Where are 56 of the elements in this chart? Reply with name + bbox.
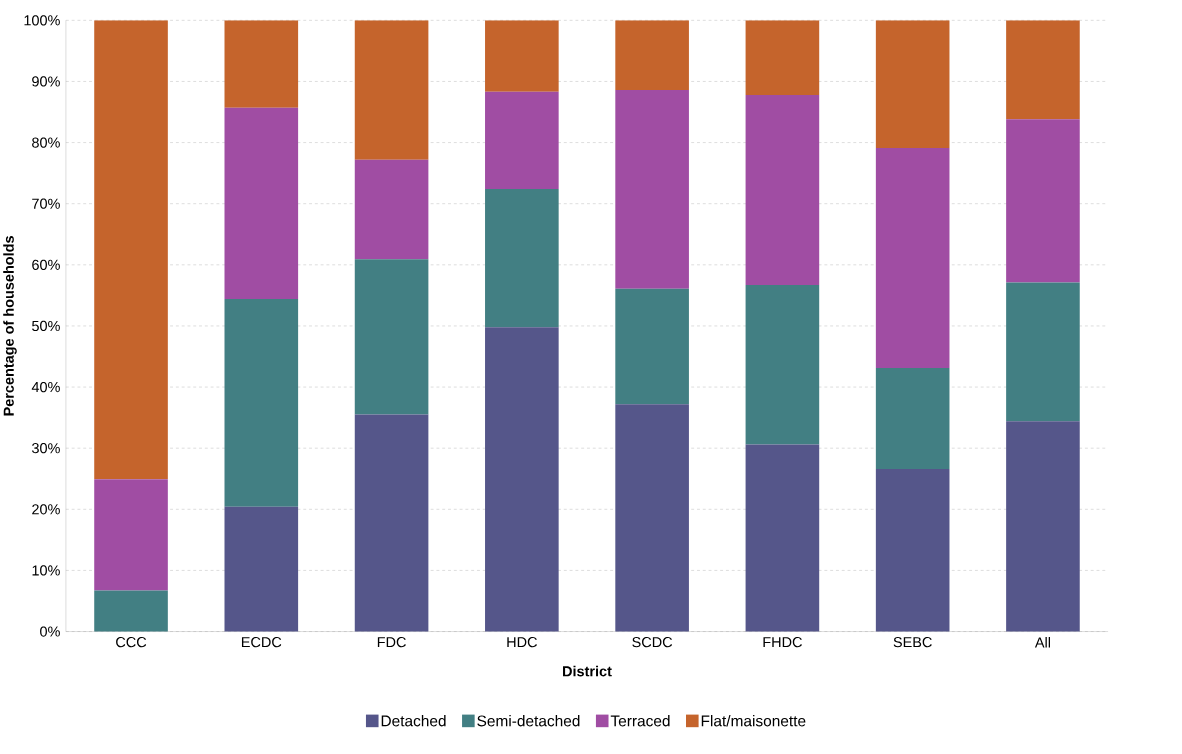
bar: [94, 479, 168, 591]
bar: [485, 189, 559, 328]
y-tick-label: 20%: [32, 504, 60, 515]
bar: [485, 327, 559, 632]
bar: [745, 285, 820, 445]
bar: [875, 368, 950, 470]
y-tick-label: 80%: [32, 137, 60, 148]
bar: [615, 288, 689, 405]
bar: [615, 20, 689, 91]
x-tick-label: All: [1034, 637, 1051, 648]
bar: [224, 507, 299, 632]
y-tick-label: 0%: [40, 626, 60, 637]
legend-label: Flat/maisonette: [701, 715, 806, 727]
bar: [745, 20, 820, 96]
legend-label: Terraced: [610, 715, 670, 727]
bar: [224, 107, 299, 300]
bar: [875, 20, 950, 149]
bar: [354, 159, 429, 260]
bar: [94, 590, 168, 632]
x-tick-label: ECDC: [241, 637, 282, 648]
legend-label: Semi-detached: [477, 715, 580, 727]
y-tick-label: 90%: [32, 76, 60, 87]
bar: [1006, 421, 1080, 632]
bar: [224, 20, 299, 108]
y-tick-label: 40%: [31, 382, 60, 393]
bar: [1006, 20, 1080, 120]
x-axis-title: District: [563, 665, 612, 677]
bar: [615, 404, 689, 632]
x-tick-label: HDC: [507, 637, 537, 648]
x-tick-label: FHDC: [763, 637, 802, 648]
y-tick-label: 60%: [32, 259, 60, 271]
bar: [875, 469, 950, 632]
bar: [354, 414, 429, 632]
x-tick-label: SEBC: [893, 637, 932, 648]
y-tick-label: 30%: [32, 443, 60, 454]
bar: [615, 90, 689, 289]
y-tick-label: 100%: [24, 15, 60, 26]
x-tick-label: CCC: [116, 637, 147, 648]
bar: [745, 444, 820, 632]
legend-label: Detached: [381, 715, 446, 727]
bar: [94, 20, 168, 480]
bar: [354, 259, 429, 415]
bar: [354, 20, 429, 160]
y-tick-label: 70%: [32, 198, 60, 210]
bar: [485, 92, 559, 190]
bar: [485, 20, 559, 93]
x-tick-label: FDC: [377, 637, 406, 648]
x-tick-label: SCDC: [632, 637, 673, 648]
bar: [224, 299, 299, 508]
y-tick-label: 10%: [32, 565, 60, 576]
y-tick-label: 50%: [32, 321, 60, 332]
y-axis-title: Percentage of households: [3, 236, 17, 416]
bar: [1006, 119, 1080, 283]
bar: [875, 148, 950, 369]
bar: [1006, 282, 1080, 422]
bar: [745, 95, 820, 286]
